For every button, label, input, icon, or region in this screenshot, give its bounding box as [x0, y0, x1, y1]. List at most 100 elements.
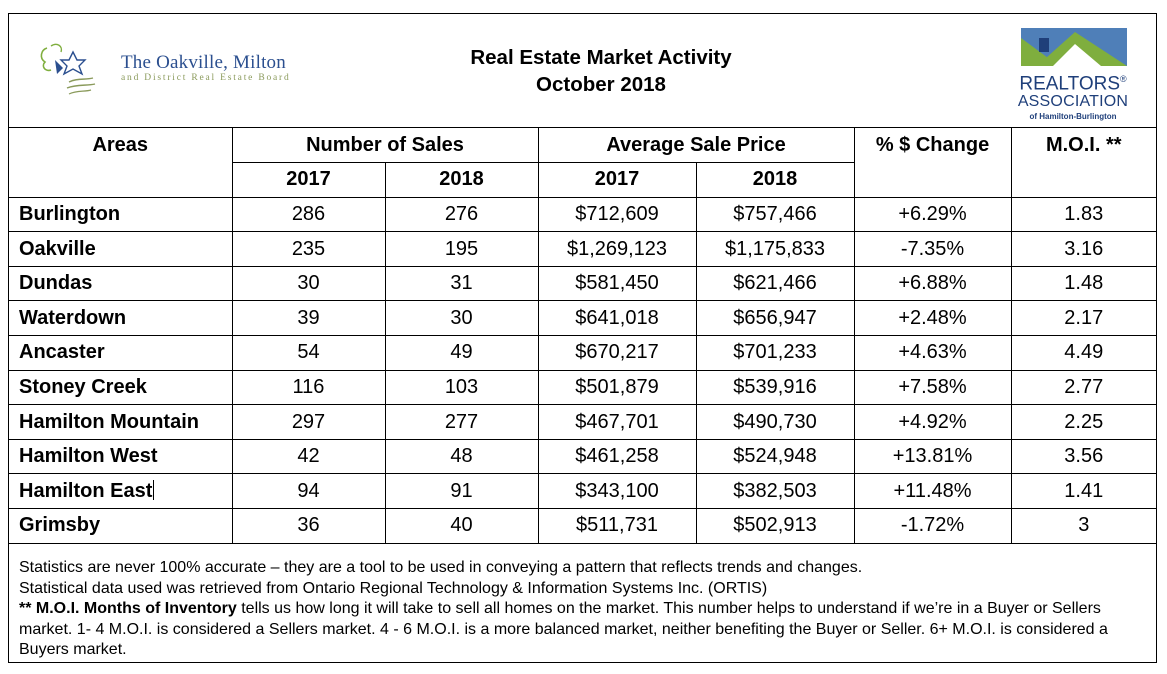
year-cell-empty	[9, 162, 233, 198]
table-row: Hamilton East 94 91 $343,100 $382,503 +1…	[9, 473, 1157, 510]
sales-2017: 42	[231, 438, 386, 475]
sales-2017: 297	[231, 404, 386, 440]
moi-value: 3.16	[1010, 231, 1157, 267]
price-2018: $539,916	[695, 369, 855, 406]
area-name: Hamilton Mountain	[9, 404, 233, 440]
sales-2018: 276	[384, 196, 539, 233]
area-name: Burlington	[9, 196, 233, 233]
percent-change: +13.81%	[853, 438, 1012, 475]
board-name: The Oakville, Milton	[121, 52, 286, 73]
percent-change: +7.58%	[853, 369, 1012, 406]
percent-change: +4.63%	[853, 335, 1012, 371]
col-header-price: Average Sale Price	[537, 128, 855, 164]
table-row: Burlington 286 276 $712,609 $757,466 +6.…	[9, 196, 1157, 233]
association-logo: REALTORS® ASSOCIATION of Hamilton-Burlin…	[1017, 28, 1129, 122]
price-2017: $581,450	[537, 265, 697, 302]
moi-value: 1.83	[1010, 196, 1157, 233]
area-name: Waterdown	[9, 300, 233, 337]
sales-2018: 277	[384, 404, 539, 440]
price-2017: $501,879	[537, 369, 697, 406]
sales-2018: 31	[384, 265, 539, 302]
col-header-sales: Number of Sales	[231, 128, 539, 164]
table-row: Ancaster 54 49 $670,217 $701,233 +4.63% …	[9, 335, 1157, 371]
col-header-moi: M.O.I. **	[1010, 128, 1157, 163]
price-2017: $343,100	[537, 473, 697, 510]
percent-change: -1.72%	[853, 508, 1012, 544]
footnotes: Statistics are never 100% accurate – the…	[19, 558, 1149, 661]
sales-2017: 235	[231, 231, 386, 267]
sales-2018: 48	[384, 438, 539, 475]
price-2017: $467,701	[537, 404, 697, 440]
percent-change: +4.92%	[853, 404, 1012, 440]
area-name: Grimsby	[9, 508, 233, 544]
col-header-areas: Areas	[9, 128, 233, 163]
price-2018: $656,947	[695, 300, 855, 337]
sales-2017: 39	[231, 300, 386, 337]
report-title-line1: Real Estate Market Activity	[470, 46, 732, 69]
association-line1: REALTORS	[1019, 73, 1121, 95]
price-2018: $490,730	[695, 404, 855, 440]
area-name: Oakville	[9, 231, 233, 267]
moi-value: 1.48	[1010, 265, 1157, 302]
table-row: Hamilton Mountain 297 277 $467,701 $490,…	[9, 404, 1157, 440]
realtors-association-logo-icon	[1021, 28, 1127, 66]
moi-value: 3.56	[1010, 438, 1157, 475]
year-price-2017: 2017	[537, 162, 697, 198]
note-moi: ** M.O.I. Months of Inventory tells us h…	[19, 599, 1149, 661]
col-header-change: % $ Change	[853, 128, 1012, 163]
year-sales-2018: 2018	[384, 162, 539, 198]
price-2017: $461,258	[537, 438, 697, 475]
price-2017: $641,018	[537, 300, 697, 337]
price-2017: $712,609	[537, 196, 697, 233]
board-logo: The Oakville, Milton and District Real E…	[33, 38, 333, 102]
moi-value: 2.77	[1010, 369, 1157, 406]
percent-change: +6.88%	[853, 265, 1012, 302]
sales-2017: 30	[231, 265, 386, 302]
table-row: Hamilton West 42 48 $461,258 $524,948 +1…	[9, 438, 1157, 475]
note-moi-heading: ** M.O.I. Months of Inventory	[19, 600, 237, 617]
price-2018: $757,466	[695, 196, 855, 233]
association-line2: ASSOCIATION	[1017, 93, 1129, 111]
moi-value: 1.41	[1010, 473, 1157, 510]
area-name-text: Hamilton East	[19, 479, 153, 502]
price-2018: $1,175,833	[695, 231, 855, 267]
oakville-board-logo-icon	[40, 43, 96, 95]
board-subtitle: and District Real Estate Board	[121, 73, 291, 83]
sales-2018: 40	[384, 508, 539, 544]
price-2017: $1,269,123	[537, 231, 697, 267]
table-row: Oakville 235 195 $1,269,123 $1,175,833 -…	[9, 231, 1157, 267]
year-price-2018: 2018	[695, 162, 855, 198]
market-activity-document: The Oakville, Milton and District Real E…	[8, 13, 1157, 663]
note-accuracy: Statistics are never 100% accurate – the…	[19, 559, 863, 576]
area-name: Stoney Creek	[9, 369, 233, 406]
area-name: Ancaster	[9, 335, 233, 371]
report-title: Real Estate Market Activity October 2018	[389, 44, 813, 98]
area-name: Hamilton West	[9, 438, 233, 475]
sales-2018: 91	[384, 473, 539, 510]
year-cell-empty	[1010, 162, 1157, 198]
sales-2017: 36	[231, 508, 386, 544]
note-moi-text: tells us how long it will take to sell a…	[19, 600, 1108, 658]
sales-2018: 195	[384, 231, 539, 267]
price-2018: $382,503	[695, 473, 855, 510]
report-title-line2: October 2018	[536, 73, 666, 96]
area-name: Dundas	[9, 265, 233, 302]
moi-value: 3	[1010, 508, 1157, 544]
percent-change: +2.48%	[853, 300, 1012, 337]
price-2017: $670,217	[537, 335, 697, 371]
price-2018: $701,233	[695, 335, 855, 371]
association-name: REALTORS® ASSOCIATION of Hamilton-Burlin…	[1017, 70, 1129, 123]
association-line3: of Hamilton-Burlington	[1029, 112, 1117, 122]
registered-mark: ®	[1120, 74, 1127, 84]
table-row: Stoney Creek 116 103 $501,879 $539,916 +…	[9, 369, 1157, 406]
price-2018: $524,948	[695, 438, 855, 475]
table-row: Grimsby 36 40 $511,731 $502,913 -1.72% 3	[9, 508, 1157, 544]
table-row: Dundas 30 31 $581,450 $621,466 +6.88% 1.…	[9, 265, 1157, 302]
sales-2017: 116	[231, 369, 386, 406]
text-cursor	[153, 479, 155, 500]
sales-2018: 49	[384, 335, 539, 371]
percent-change: -7.35%	[853, 231, 1012, 267]
header-row: Areas Number of Sales Average Sale Price…	[9, 128, 1157, 164]
year-sales-2017: 2017	[231, 162, 386, 198]
sales-2018: 103	[384, 369, 539, 406]
